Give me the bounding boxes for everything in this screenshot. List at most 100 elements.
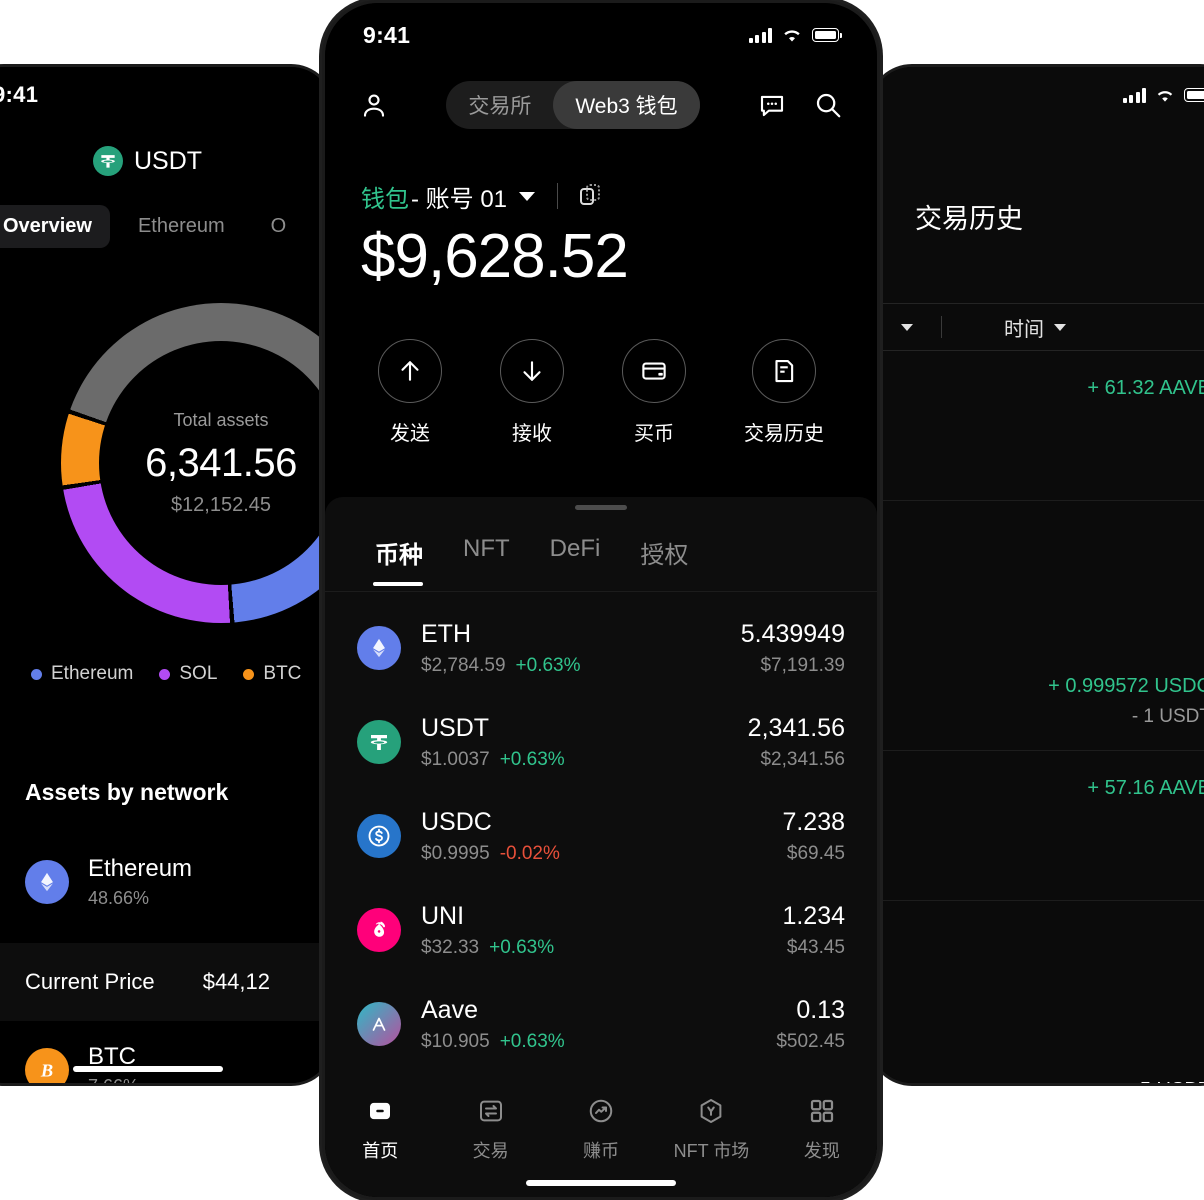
left-nav-title-group: USDT [0,146,332,176]
battery-icon [812,28,842,42]
wallet-account-name: - 账号 01 [411,185,508,213]
donut-center-value: 6,341.56 [145,440,297,485]
signal-icon [748,27,772,43]
action-label: 发送 [390,423,430,445]
assets-by-network-title: Assets by network [25,779,229,805]
history-row[interactable]: C + 0.999572 USDC - 1 USDT [871,501,1204,751]
action-label: 接收 [512,423,552,445]
token-amounts: 5.439949 $7,191.39 [741,620,845,677]
token-change: +0.63% [489,936,555,958]
history-row[interactable]: + 57.16 AAVE [871,751,1204,901]
segment-exchange[interactable]: 交易所 [468,95,532,118]
legend-dot [159,668,171,680]
legend-label: BTC [263,663,302,684]
token-list: ETH $2,784.59 +0.63% 5.439949 $7,191.39 [325,601,877,1125]
phone-center-web3-wallet: 9:41 交易所 Web3 钱包 [322,0,880,1200]
center-status-clock: 9:41 [363,21,411,48]
token-row-aave[interactable]: Aave $10.905 +0.63% 0.13 $502.45 [357,977,845,1071]
token-price: $1.0037 [421,748,490,770]
action-history[interactable]: 交易历史 [744,339,824,446]
bottom-tab-bar: 首页 交易 [325,1079,877,1197]
arrow-down-icon [500,339,564,403]
sheet-tab-strip: 币种 NFT DeFi 授权 [325,529,877,591]
quick-actions: 发送 接收 [325,339,877,446]
person-icon[interactable] [359,90,389,120]
earn-icon [585,1095,617,1127]
left-status-clock: 9:41 [0,82,39,107]
filter-time[interactable]: 时间 [1004,313,1066,342]
phone-right-transaction-history: 交易历史 时间 + 61.32 AAVE C + 0.999572 USDC [868,64,1204,1086]
network-row-ethereum[interactable]: Ethereum 48.66% [25,835,332,929]
token-balance: 2,341.56 [747,713,845,742]
history-amount: + 57.16 AAVE [1087,777,1204,799]
center-home-indicator [526,1180,676,1186]
donut-center-labels: Total assets 6,341.56 $12,152.45 [61,303,332,623]
tabbar-item-earn[interactable]: 赚币 [546,1095,656,1163]
chevron-down-icon [1054,323,1066,331]
action-send[interactable]: 发送 [378,339,442,446]
left-screen: 9:41 ‹ USDT Overview Ethereum O [0,67,332,1083]
tabbar-item-discover[interactable]: 发现 [767,1095,877,1163]
network-name: BTC [88,1043,136,1070]
tab-defi[interactable]: DeFi [549,535,601,562]
tab-ethereum[interactable]: Ethereum [137,215,225,237]
token-change: -0.02% [499,842,560,864]
swap-icon [475,1095,507,1127]
network-name: Ethereum [88,855,193,882]
back-chevron-left-icon[interactable]: ‹ [0,146,1,176]
arrow-up-icon [378,339,442,403]
header-actions [757,90,843,120]
tabbar-item-home[interactable]: 首页 [325,1095,435,1163]
token-row-uni[interactable]: UNI $32.33 +0.63% 1.234 $43.45 [357,883,845,977]
network-row-btc[interactable]: B BTC 7.66% [25,1023,332,1083]
tab-nft[interactable]: NFT [463,535,510,562]
tab-overview[interactable]: Overview [0,205,110,248]
chevron-down-icon[interactable] [519,191,536,201]
token-price: $10.905 [421,1030,490,1052]
current-price-label: Current Price [25,969,155,994]
tabbar-item-trade[interactable]: 交易 [435,1095,545,1163]
token-amounts: 7.238 $69.45 [782,808,845,865]
tab-coins[interactable]: 币种 [353,529,443,586]
token-sub: $0.9995 -0.02% [421,843,762,865]
filter-caret-partial[interactable] [871,323,917,331]
chevron-down-icon [901,323,913,331]
action-buy[interactable]: 买币 [622,339,686,446]
usdt-icon [92,146,123,176]
action-receive[interactable]: 接收 [500,339,564,446]
token-row-usdt[interactable]: USDT $1.0037 +0.63% 2,341.56 $2,341.56 [357,695,845,789]
assets-donut-chart: Total assets 6,341.56 $12,152.45 [0,303,332,623]
wallet-selector-row: 钱包 - 账号 01 [325,179,877,213]
copy-icon[interactable] [580,184,602,208]
battery-icon [1184,88,1204,102]
history-amount-sub: - 1 USDT [1131,706,1204,727]
legend-label: Ethereum [51,663,134,684]
token-row-eth[interactable]: ETH $2,784.59 +0.63% 5.439949 $7,191.39 [357,601,845,695]
token-change: +0.63% [499,748,565,770]
wifi-icon [781,27,803,43]
token-fiat: $502.45 [776,1030,845,1052]
token-row-usdc[interactable]: USDC $0.9995 -0.02% 7.238 $69.45 [357,789,845,883]
tab-other[interactable]: O [270,215,287,237]
token-fiat: $2,341.56 [760,748,845,770]
token-change: +0.63% [515,654,581,676]
token-info: ETH $2,784.59 +0.63% [421,620,721,677]
chat-bubble-icon[interactable] [757,90,787,120]
token-price: $32.33 [421,936,480,958]
tab-approvals[interactable]: 授权 [640,542,689,569]
donut-legend: Ethereum SOL BTC [31,663,301,685]
right-status-bar [871,67,1204,123]
token-change: +0.63% [499,1030,565,1052]
search-icon[interactable] [813,90,843,120]
ethereum-icon [357,626,401,670]
sheet-grabber[interactable] [575,505,627,510]
segment-web3-wallet[interactable]: Web3 钱包 [553,81,700,129]
left-nav-bar: ‹ USDT [0,129,332,193]
history-row[interactable]: + 61.32 AAVE [871,351,1204,501]
tabbar-item-nft-market[interactable]: NFT 市场 [656,1095,766,1163]
token-info: Aave $10.905 +0.63% [421,996,756,1053]
usdc-icon [357,814,401,858]
history-row[interactable]: - 5 USDT 0a [871,901,1204,1083]
center-status-bar: 9:41 [325,3,877,67]
token-balance: 5.439949 [740,619,845,648]
